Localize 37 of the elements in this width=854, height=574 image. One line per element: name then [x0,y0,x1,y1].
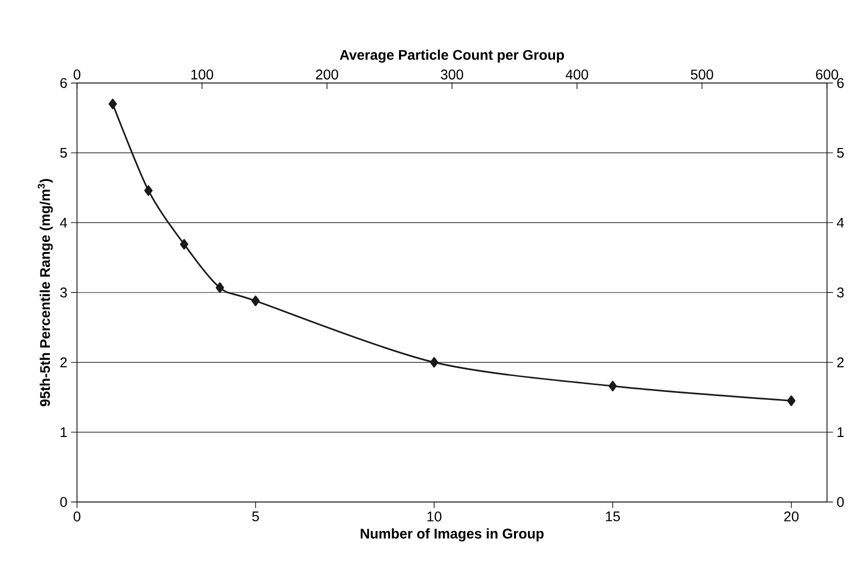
y2-tick-label: 6 [837,78,844,88]
y-tick-label: 1 [60,427,67,437]
x2-tick-label: 400 [566,70,588,80]
y-axis-title: 95th-5th Percentile Range (mg/m$^{3}$) [38,178,53,406]
y-tick-label: 5 [60,148,67,158]
x-tick-label: 15 [606,512,620,522]
x2-tick-label: 200 [316,70,338,80]
x-tick-label: 5 [252,512,259,522]
point [144,185,153,196]
x-tick-label: 20 [784,512,799,522]
y-tick-label: 4 [60,218,68,228]
point [608,380,617,392]
point [787,395,796,406]
x-tick-label: 0 [74,512,80,522]
point [216,282,224,293]
point [430,357,438,368]
x2-tick-label: 0 [74,70,80,80]
x2-tick-label: 100 [191,70,214,80]
y2-tick-label: 4 [836,218,844,228]
y2-tick-label: 5 [837,148,844,158]
point [180,239,188,250]
y2-tick-label: 2 [837,357,844,368]
y2-tick-label: 0 [837,497,844,507]
y2-tick-label: 3 [837,288,844,298]
point [251,296,260,306]
point [108,98,117,110]
y-tick-label: 0 [60,497,67,507]
y-tick-label: 2 [60,357,67,368]
y-tick-label: 6 [60,78,67,88]
x-tick-label: 10 [427,512,442,522]
x2-tick-label: 500 [690,70,714,80]
y2-tick-label: 1 [838,427,844,437]
x2-axis-title: Average Particle Count per Group [340,50,564,63]
y-tick-label: 3 [60,288,67,298]
x-axis-title: Number of Images in Group [360,528,544,542]
x2-tick-label: 600 [816,70,838,80]
x2-tick-label: 300 [440,70,464,80]
